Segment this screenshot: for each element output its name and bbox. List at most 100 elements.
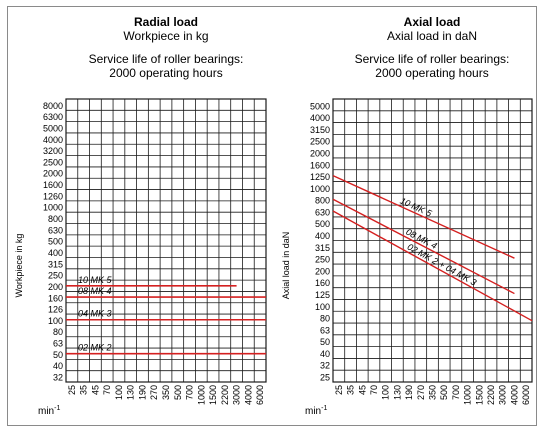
y-tick-label: 80	[53, 327, 63, 337]
x-tick-label: 6000	[521, 385, 531, 405]
series-label: 02 MK 2	[78, 343, 112, 353]
y-tick-label: 50	[320, 337, 330, 347]
x-tick-label: 100	[381, 385, 391, 400]
chart-title: Axial load	[404, 15, 461, 29]
x-tick-label: 100	[114, 385, 124, 400]
y-axis-label: Axial load in daN	[281, 232, 291, 300]
y-tick-label: 800	[48, 214, 63, 224]
y-tick-label: 40	[53, 361, 63, 371]
y-tick-label: 4000	[310, 113, 330, 123]
x-tick-label: 700	[451, 385, 461, 400]
y-tick-label: 500	[315, 219, 330, 229]
y-tick-label: 2500	[310, 137, 330, 147]
y-tick-label: 32	[53, 373, 63, 383]
x-tick-label: 1500	[208, 385, 218, 405]
y-tick-label: 3150	[310, 125, 330, 135]
y-tick-label: 160	[315, 278, 330, 288]
x-tick-label: 500	[439, 385, 449, 400]
x-tick-label: 25	[67, 385, 77, 395]
y-tick-label: 50	[53, 350, 63, 360]
figure-frame	[7, 6, 537, 426]
series-line	[332, 175, 515, 259]
x-axis-label: min-1	[38, 405, 60, 417]
y-tick-label: 2000	[310, 148, 330, 158]
plot-border	[65, 98, 267, 383]
y-tick-label: 32	[320, 361, 330, 371]
y-tick-label: 315	[315, 243, 330, 253]
x-tick-label: 130	[392, 385, 402, 400]
y-tick-label: 200	[315, 266, 330, 276]
y-tick-label: 160	[48, 293, 63, 303]
y-tick-label: 1000	[43, 203, 63, 213]
chart-subtitle: Workpiece in kg	[123, 29, 208, 43]
x-tick-label: 3000	[498, 385, 508, 405]
x-tick-label: 70	[369, 385, 379, 395]
x-tick-label: 270	[149, 385, 159, 400]
operating-hours-note: 2000 operating hours	[109, 66, 222, 80]
y-tick-label: 1600	[43, 180, 63, 190]
y-tick-label: 630	[48, 225, 63, 235]
y-tick-label: 800	[315, 196, 330, 206]
y-tick-label: 200	[48, 282, 63, 292]
x-tick-label: 350	[161, 385, 171, 400]
y-tick-label: 250	[48, 271, 63, 281]
y-tick-label: 100	[315, 302, 330, 312]
y-tick-label: 125	[315, 290, 330, 300]
y-tick-label: 3200	[43, 146, 63, 156]
plot-border	[332, 98, 533, 383]
y-tick-label: 500	[48, 237, 63, 247]
x-tick-label: 190	[137, 385, 147, 400]
x-tick-label: 3000	[232, 385, 242, 405]
y-tick-label: 1260	[43, 191, 63, 201]
y-tick-label: 40	[320, 349, 330, 359]
grid	[65, 98, 267, 383]
chart-subtitle: Axial load in daN	[387, 29, 477, 43]
y-tick-label: 80	[320, 314, 330, 324]
x-tick-label: 500	[173, 385, 183, 400]
y-tick-label: 630	[315, 207, 330, 217]
x-tick-label: 6000	[255, 385, 265, 405]
operating-hours-note: 2000 operating hours	[375, 66, 488, 80]
series-label: 08 MK 4	[78, 286, 112, 296]
x-tick-label: 350	[428, 385, 438, 400]
y-tick-label: 400	[48, 248, 63, 258]
x-tick-label: 1000	[196, 385, 206, 405]
y-tick-label: 2000	[43, 169, 63, 179]
y-tick-label: 250	[315, 255, 330, 265]
y-tick-label: 1250	[310, 172, 330, 182]
y-tick-label: 63	[53, 339, 63, 349]
y-tick-label: 126	[48, 305, 63, 315]
x-tick-label: 45	[90, 385, 100, 395]
y-tick-label: 400	[315, 231, 330, 241]
x-tick-label: 35	[79, 385, 89, 395]
x-tick-label: 45	[357, 385, 367, 395]
chart-title: Radial load	[134, 15, 198, 29]
x-axis-label: min-1	[305, 405, 327, 417]
x-tick-label: 130	[126, 385, 136, 400]
y-tick-label: 5000	[310, 101, 330, 111]
x-tick-label: 4000	[243, 385, 253, 405]
y-tick-label: 6300	[43, 112, 63, 122]
x-tick-label: 2200	[486, 385, 496, 405]
y-tick-label: 8000	[43, 101, 63, 111]
x-tick-label: 1000	[463, 385, 473, 405]
series-line	[332, 198, 515, 295]
series-line	[332, 210, 533, 322]
series-label: 02 MK 2 + 04 MK 3	[406, 242, 479, 288]
y-tick-label: 1600	[310, 160, 330, 170]
y-tick-label: 2500	[43, 157, 63, 167]
y-tick-label: 5000	[43, 123, 63, 133]
series-label: 10 MK 5	[78, 275, 113, 285]
x-tick-label: 2200	[220, 385, 230, 405]
y-tick-label: 63	[320, 325, 330, 335]
x-tick-label: 25	[334, 385, 344, 395]
series-label: 04 MK 3	[78, 309, 112, 319]
y-tick-label: 1000	[310, 184, 330, 194]
y-tick-label: 4000	[43, 135, 63, 145]
y-tick-label: 315	[48, 259, 63, 269]
service-life-note: Service life of roller bearings:	[355, 52, 510, 66]
x-tick-label: 35	[346, 385, 356, 395]
y-axis-label: Workpiece in kg	[14, 234, 24, 298]
